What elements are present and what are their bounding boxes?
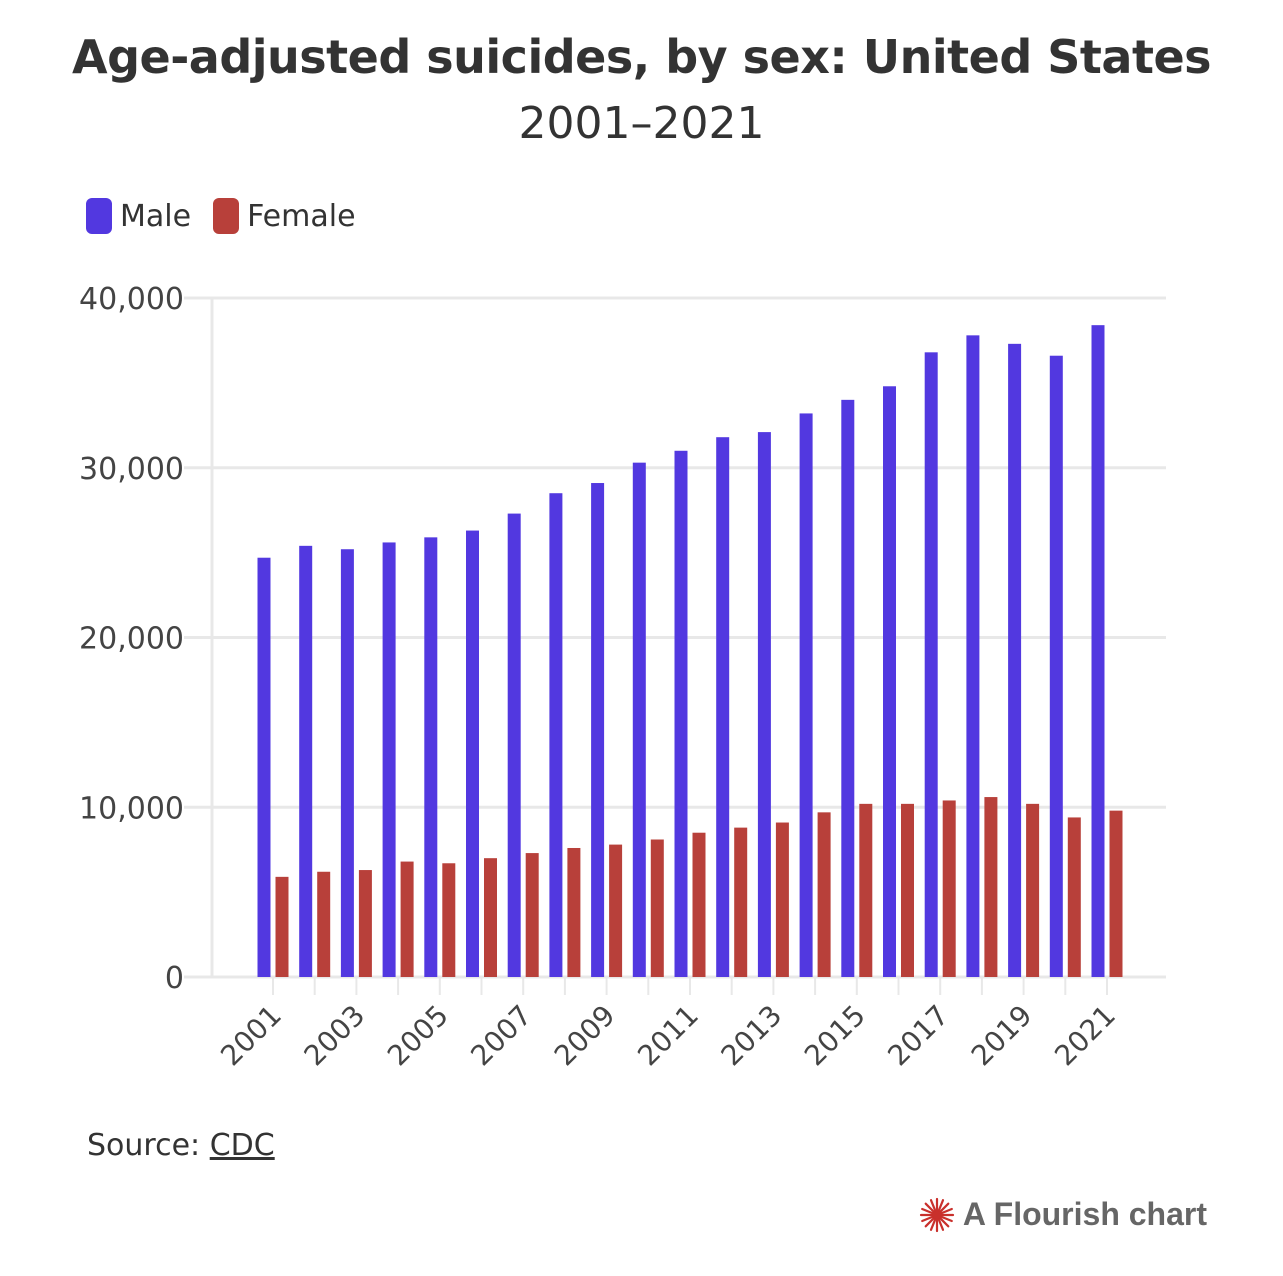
legend-swatch-male	[86, 198, 112, 234]
bar-female	[525, 853, 539, 977]
bar-female	[817, 812, 831, 977]
bar-female	[1026, 803, 1040, 977]
bar-male	[340, 549, 354, 977]
bar-female	[984, 797, 998, 977]
bar-male	[632, 462, 646, 978]
bar-male	[507, 513, 521, 977]
bar-female	[734, 827, 748, 977]
chart-title: Age-adjusted suicides, by sex: United St…	[71, 30, 1212, 84]
bar-female	[442, 863, 456, 977]
source-link[interactable]: CDC	[209, 1128, 275, 1163]
bar-female	[901, 803, 914, 977]
y-tick-label: 10,000	[79, 791, 184, 826]
x-tick-label: 2009	[548, 999, 622, 1073]
bar-female	[275, 876, 289, 977]
x-tick-label: 2013	[715, 999, 789, 1073]
bar-female	[775, 822, 789, 977]
x-tick-label: 2011	[631, 999, 705, 1073]
x-tick-label: 2021	[1048, 999, 1122, 1073]
y-tick-label: 30,000	[79, 452, 184, 487]
bar-female	[650, 839, 664, 977]
x-tick-label: 2007	[464, 999, 538, 1073]
bar-female	[484, 858, 497, 977]
x-tick-label: 2005	[381, 999, 455, 1073]
legend-swatch-female	[213, 198, 240, 234]
flourish-logo-icon	[919, 1197, 954, 1232]
bar-female	[1109, 810, 1123, 977]
bar-female	[358, 870, 372, 977]
x-tick-label: 2015	[798, 999, 872, 1073]
bar-male	[466, 530, 479, 977]
bar-male	[299, 545, 313, 977]
bar-male	[1091, 325, 1105, 977]
bar-female	[859, 803, 873, 977]
x-tick-label: 2001	[214, 999, 288, 1073]
bar-male	[841, 399, 855, 978]
bar-female	[567, 847, 581, 977]
bar-male	[424, 537, 438, 977]
credit-text: A Flourish chart	[962, 1196, 1207, 1232]
legend-label-male: Male	[120, 198, 192, 234]
bar-male	[382, 542, 396, 977]
bar-male	[1008, 343, 1022, 977]
bar-female	[609, 844, 623, 977]
bar-male	[716, 437, 730, 977]
legend-item-female[interactable]: Female	[213, 198, 356, 234]
legend: Male Female	[86, 198, 378, 234]
bar-female	[1067, 817, 1081, 977]
bar-female	[400, 861, 414, 977]
legend-item-male[interactable]: Male	[86, 198, 191, 234]
bar-male	[257, 557, 271, 977]
bar-male	[799, 413, 813, 977]
bar-male	[883, 386, 896, 977]
bar-female	[942, 800, 956, 977]
legend-label-female: Female	[247, 198, 356, 234]
flourish-credit[interactable]: A Flourish chart	[919, 1196, 1207, 1233]
bar-female	[692, 832, 706, 977]
y-tick-label: 0	[165, 961, 184, 996]
bar-male	[966, 335, 980, 978]
x-tick-label: 2003	[298, 999, 372, 1073]
x-tick-label: 2017	[881, 999, 955, 1073]
bar-female	[317, 871, 331, 977]
chart-subtitle: 2001–2021	[518, 98, 765, 149]
y-tick-label: 40,000	[79, 282, 184, 317]
source-label: Source:	[87, 1128, 201, 1163]
bar-male	[1049, 355, 1063, 978]
bar-male	[591, 483, 605, 977]
source-note: Source: CDC	[87, 1128, 275, 1163]
x-tick-label: 2019	[965, 999, 1039, 1073]
bar-male	[924, 352, 938, 977]
bar-male	[757, 432, 771, 977]
bar-male	[549, 493, 563, 977]
y-tick-label: 20,000	[79, 622, 184, 657]
bar-male	[674, 450, 688, 977]
